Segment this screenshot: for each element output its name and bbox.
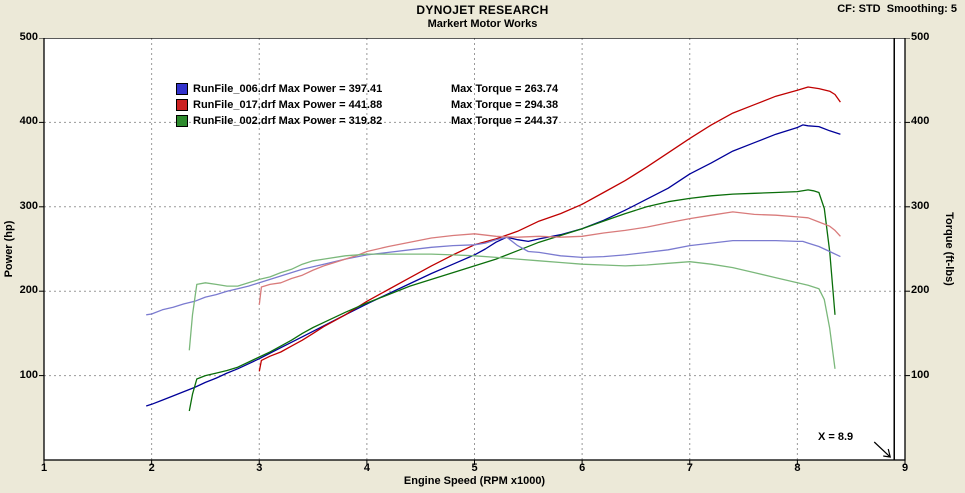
y-tick-label-right: 400 [911, 115, 930, 128]
y-tick-label-right: 500 [911, 31, 930, 43]
x-axis-title: Engine Speed (RPM x1000) [403, 475, 546, 487]
series-line-2 [188, 189, 836, 412]
y-tick-label-left: 100 [19, 368, 38, 381]
legend-swatch-red [176, 99, 188, 111]
y-tick-label-left: 400 [19, 115, 38, 128]
series-line-0 [146, 124, 841, 407]
legend-label-torque: Max Torque = 263.74 [451, 83, 559, 95]
x-tick-label: 6 [579, 462, 586, 474]
series-line-1 [258, 86, 841, 372]
series-line-3 [146, 236, 841, 316]
cursor-arrowhead [883, 448, 892, 458]
y-tick-label-left: 300 [19, 199, 38, 212]
legend-row-runfile-002: RunFile_002.drf Max Power = 319.82 Max T… [176, 113, 558, 129]
legend-row-runfile-017: RunFile_017.drf Max Power = 441.88 Max T… [176, 97, 558, 113]
x-tick-label: 2 [148, 462, 155, 474]
correction-smoothing-settings: CF: STD Smoothing: 5 [837, 3, 957, 15]
y-axis-title-torque: Torque (ft-lbs) [943, 212, 955, 286]
legend-label-power: RunFile_002.drf Max Power = 319.82 [193, 115, 383, 127]
series-line-5 [188, 253, 836, 369]
app-title: DYNOJET RESEARCH [416, 3, 549, 17]
legend: RunFile_006.drf Max Power = 397.41 Max T… [176, 81, 558, 129]
x-tick-label: 7 [686, 462, 693, 474]
x-tick-label: 8 [794, 462, 801, 474]
y-axis-title-power: Power (hp) [3, 220, 15, 278]
x-tick-label: 1 [40, 462, 48, 474]
cursor-position-label: X = 8.9 [818, 431, 854, 443]
series-line-4 [258, 211, 841, 305]
legend-row-runfile-006: RunFile_006.drf Max Power = 397.41 Max T… [176, 81, 558, 97]
y-tick-label-right: 100 [911, 368, 930, 381]
x-tick-label: 9 [901, 462, 909, 474]
y-tick-label-left: 200 [19, 284, 38, 297]
plot-border [43, 38, 906, 461]
x-tick-label: 5 [471, 462, 478, 474]
y-tick-label-right: 200 [911, 284, 930, 297]
y-tick-label-right: 300 [911, 199, 930, 212]
cursor-arrow [873, 441, 891, 458]
legend-label-torque: Max Torque = 244.37 [451, 115, 559, 127]
shop-name-subtitle: Markert Motor Works [427, 18, 538, 30]
legend-swatch-green [176, 115, 188, 127]
legend-label-torque: Max Torque = 294.38 [451, 99, 559, 111]
x-tick-label: 3 [256, 462, 263, 474]
legend-swatch-blue [176, 83, 188, 95]
y-tick-label-left: 500 [19, 31, 38, 43]
legend-label-power: RunFile_006.drf Max Power = 397.41 [193, 83, 383, 95]
legend-label-power: RunFile_017.drf Max Power = 441.88 [193, 99, 383, 111]
x-tick-label: 4 [363, 462, 370, 474]
